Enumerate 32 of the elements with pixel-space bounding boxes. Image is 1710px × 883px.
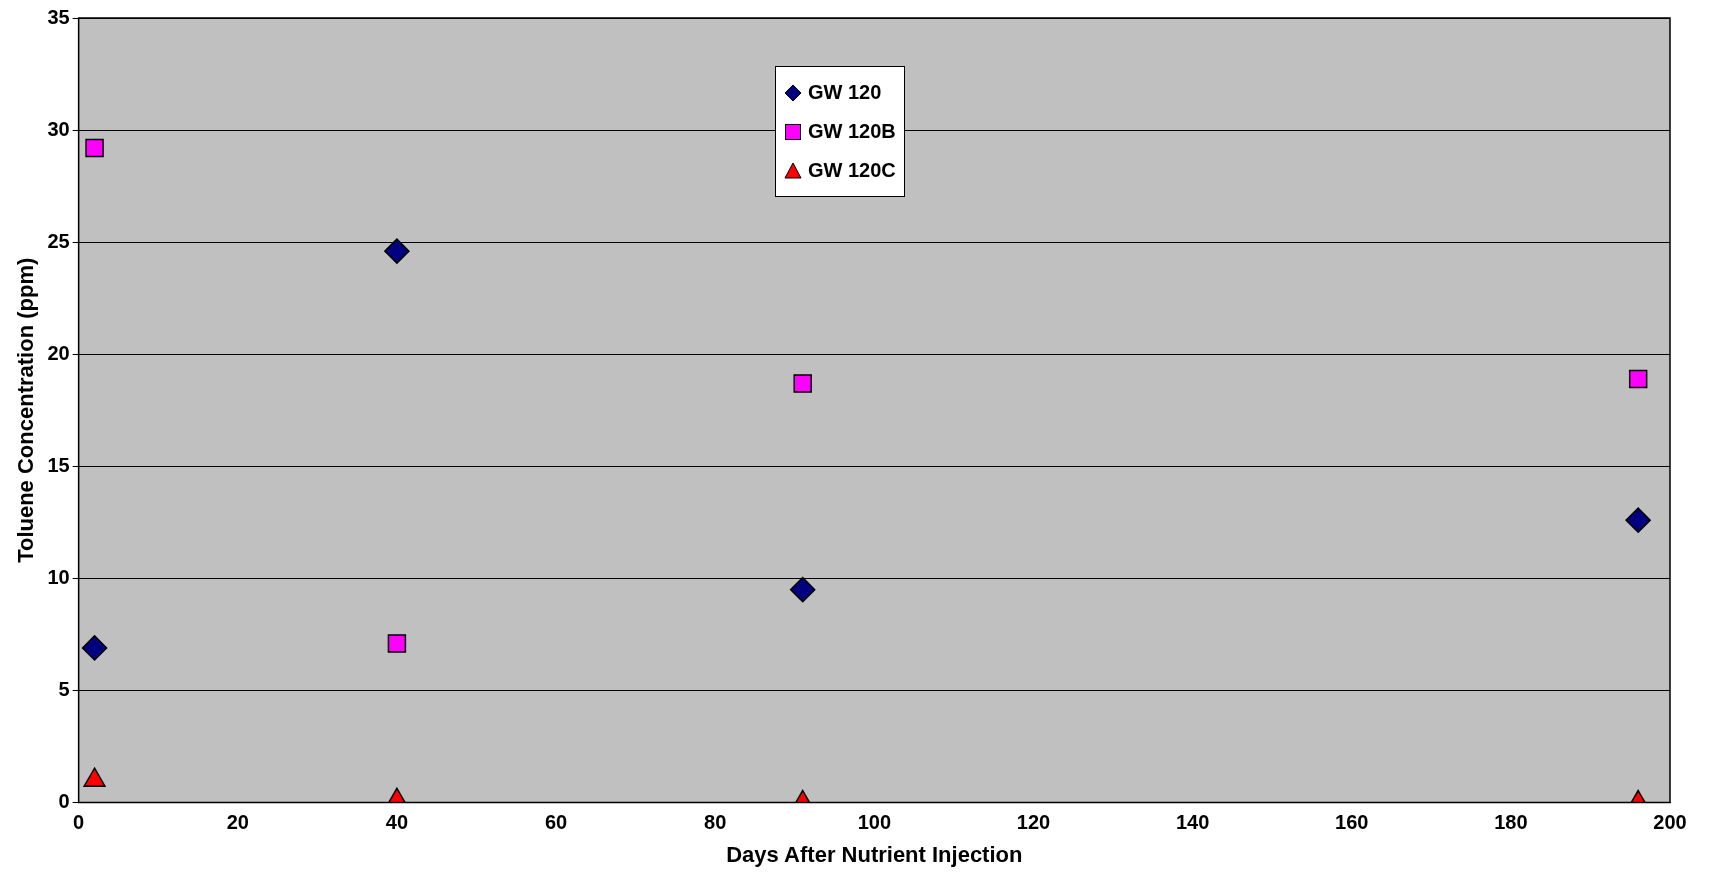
point (85, 138, 104, 158)
y-tick-label: 5 (58, 678, 70, 701)
legend-label: GW 120B (808, 120, 896, 143)
y-tick-label: 0 (58, 790, 70, 813)
point (1625, 507, 1651, 533)
point (1628, 369, 1648, 389)
y-tick-label: 35 (47, 5, 70, 28)
x-tick-label: 20 (226, 811, 249, 834)
x-tick-label: 0 (73, 811, 85, 834)
x-axis-title: Days After Nutrient Injection (726, 841, 1023, 867)
y-tick-label: 25 (47, 229, 70, 252)
point (387, 634, 407, 653)
x-tick-label: 140 (1175, 811, 1210, 834)
x-tick-label: 120 (1016, 811, 1051, 834)
x-tick-label: 100 (857, 811, 892, 834)
point (384, 238, 410, 264)
x-tick-label: 80 (704, 811, 727, 834)
y-tick-label: 20 (47, 341, 70, 364)
point (789, 576, 816, 603)
point (793, 374, 812, 393)
y-tick-label: 30 (47, 117, 70, 140)
x-tick-label: 160 (1335, 811, 1369, 834)
x-tick-label: 200 (1653, 811, 1687, 834)
point (81, 635, 108, 661)
legend-label: GW 120 (808, 81, 882, 104)
x-tick-label: 60 (544, 811, 568, 834)
legend-label: GW 120C (808, 159, 896, 182)
x-tick-label: 180 (1494, 811, 1528, 834)
y-tick-label: 15 (47, 453, 70, 476)
y-axis-title: Toluene Concentration (ppm) (13, 257, 39, 563)
y-tick-label: 10 (47, 565, 70, 588)
x-tick-label: 40 (385, 811, 409, 834)
